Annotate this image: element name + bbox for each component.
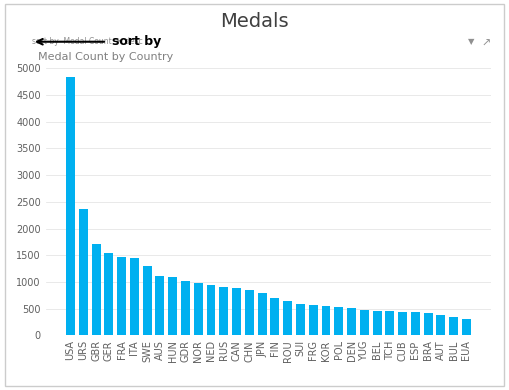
Bar bbox=[347, 308, 356, 335]
Text: ▼: ▼ bbox=[468, 37, 474, 46]
Bar bbox=[130, 258, 139, 335]
Bar bbox=[117, 257, 126, 335]
Bar bbox=[462, 319, 471, 335]
Bar bbox=[232, 288, 241, 335]
Text: ↗: ↗ bbox=[482, 39, 491, 49]
Bar bbox=[66, 77, 75, 335]
Bar bbox=[398, 312, 407, 335]
Bar bbox=[322, 306, 330, 335]
Bar bbox=[436, 315, 445, 335]
Text: sort by  Medal Count  ▾  desc: sort by Medal Count ▾ desc bbox=[32, 37, 143, 46]
Bar bbox=[245, 290, 254, 335]
Bar bbox=[296, 304, 305, 335]
Bar bbox=[360, 310, 369, 335]
Bar bbox=[92, 243, 101, 335]
Bar bbox=[207, 285, 215, 335]
Bar bbox=[219, 287, 228, 335]
Bar bbox=[79, 209, 88, 335]
Bar bbox=[181, 281, 190, 335]
Text: Medals: Medals bbox=[220, 12, 289, 31]
Text: sort by: sort by bbox=[112, 35, 161, 48]
Bar bbox=[309, 305, 318, 335]
Bar bbox=[423, 313, 433, 335]
Bar bbox=[258, 293, 267, 335]
Bar bbox=[385, 312, 394, 335]
Bar bbox=[168, 277, 177, 335]
Bar bbox=[194, 284, 203, 335]
Bar bbox=[334, 307, 343, 335]
Bar bbox=[155, 276, 164, 335]
Bar bbox=[143, 266, 152, 335]
Bar bbox=[411, 312, 420, 335]
Bar bbox=[104, 253, 114, 335]
Bar bbox=[270, 298, 279, 335]
Bar bbox=[283, 301, 292, 335]
Bar bbox=[373, 311, 382, 335]
Text: Medal Count by Country: Medal Count by Country bbox=[38, 51, 174, 62]
Bar bbox=[449, 317, 458, 335]
